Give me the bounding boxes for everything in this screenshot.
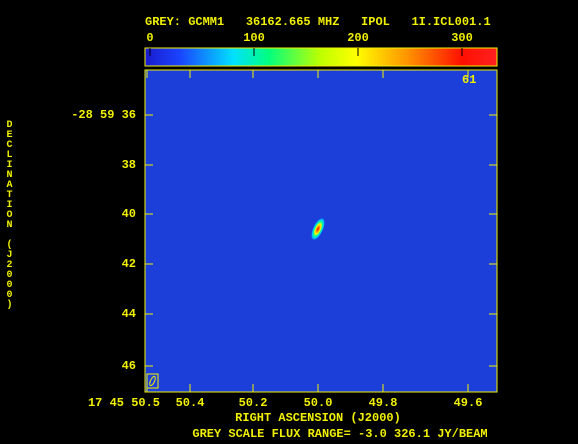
x-tick-label: 49.6 <box>454 396 483 410</box>
colorbar-label: 0 <box>146 31 153 45</box>
page: {"header": {"title": "GREY: GCMM1 36162.… <box>0 0 578 444</box>
y-axis-title: DECLINATION (J2000) <box>4 120 15 310</box>
colorbar-label: 300 <box>451 31 473 45</box>
x-tick-label: 50.4 <box>176 396 205 410</box>
y-tick-label: 46 <box>122 359 136 373</box>
y-tick-label: 42 <box>122 257 136 271</box>
y-tick-label: -28 59 36 <box>71 108 136 122</box>
y-tick-label: 38 <box>122 158 136 172</box>
title: GREY: GCMM1 36162.665 MHZ IPOL 1I.ICL001… <box>145 15 491 29</box>
colorbar-label: 100 <box>243 31 265 45</box>
colorbar <box>145 48 497 66</box>
x-tick-label: 49.8 <box>369 396 398 410</box>
y-tick-label: 44 <box>122 307 136 321</box>
page-body: GREY: GCMM1 36162.665 MHZ IPOL 1I.ICL001… <box>0 0 578 444</box>
x-tick-label: 50.0 <box>304 396 333 410</box>
corner-label: 61 <box>462 73 476 87</box>
footer: GREY SCALE FLUX RANGE= -3.0 326.1 JY/BEA… <box>192 427 487 441</box>
colorbar-label: 200 <box>347 31 369 45</box>
x-axis-title: RIGHT ASCENSION (J2000) <box>235 411 401 425</box>
x-tick-label: 50.2 <box>239 396 268 410</box>
aips-plot: GREY: GCMM1 36162.665 MHZ IPOL 1I.ICL001… <box>0 0 578 444</box>
y-tick-label: 40 <box>122 207 136 221</box>
x-tick-label: 17 45 50.5 <box>88 396 160 410</box>
